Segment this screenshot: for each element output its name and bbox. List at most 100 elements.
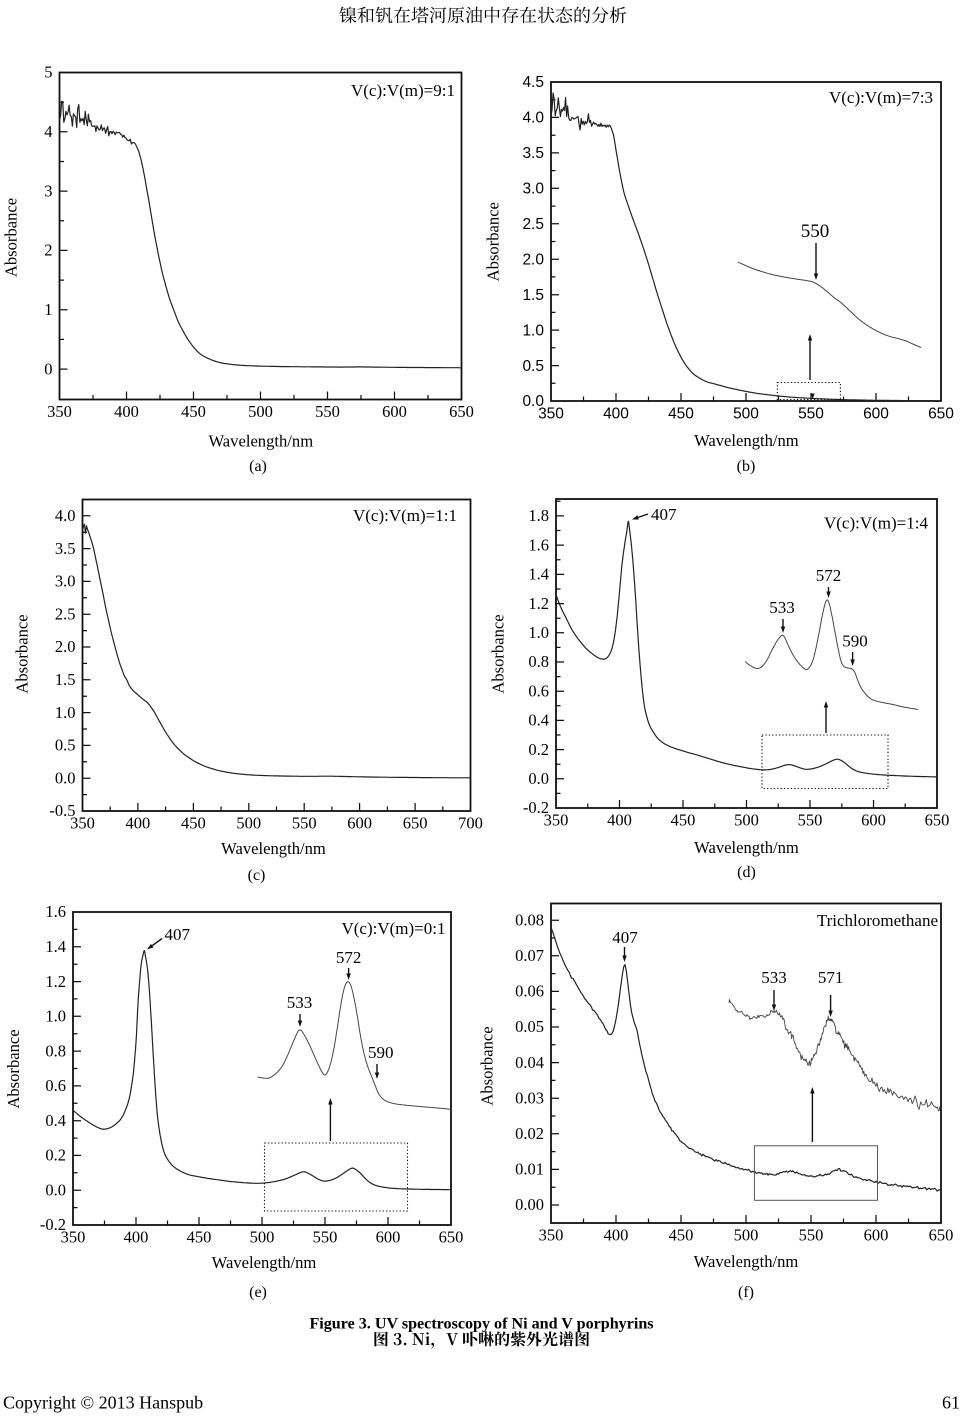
svg-text:Absorbance: Absorbance [478, 1026, 497, 1105]
svg-text:550: 550 [292, 814, 317, 833]
svg-text:3.0: 3.0 [522, 181, 544, 198]
svg-text:1.2: 1.2 [528, 594, 549, 613]
svg-text:1.2: 1.2 [45, 972, 66, 991]
svg-text:1.0: 1.0 [45, 1007, 66, 1026]
svg-text:450: 450 [187, 1228, 212, 1247]
svg-text:450: 450 [181, 814, 206, 833]
svg-text:V(c):V(m)=1:4: V(c):V(m)=1:4 [824, 514, 929, 533]
svg-text:650: 650 [403, 814, 428, 833]
svg-text:407: 407 [165, 925, 191, 944]
svg-text:3.0: 3.0 [55, 572, 76, 591]
svg-text:2.5: 2.5 [522, 216, 544, 233]
svg-text:Wavelength/nm: Wavelength/nm [694, 838, 799, 857]
svg-text:V(c):V(m)=7:3: V(c):V(m)=7:3 [829, 88, 933, 107]
svg-text:650: 650 [929, 1226, 954, 1245]
svg-text:1.0: 1.0 [528, 623, 549, 642]
svg-text:500: 500 [734, 1226, 759, 1245]
svg-text:450: 450 [181, 402, 206, 421]
svg-text:0: 0 [44, 359, 52, 378]
svg-text:400: 400 [124, 1228, 149, 1247]
svg-text:1.6: 1.6 [528, 535, 549, 554]
svg-text:0.03: 0.03 [515, 1088, 544, 1107]
svg-text:0.6: 0.6 [528, 681, 549, 700]
svg-text:1.6: 1.6 [45, 902, 66, 921]
svg-text:550: 550 [801, 221, 830, 242]
svg-text:1.5: 1.5 [55, 670, 76, 689]
svg-text:400: 400 [603, 406, 629, 423]
svg-text:Copyright © 2013 Hanspub: Copyright © 2013 Hanspub [3, 1393, 203, 1413]
svg-text:-0.5: -0.5 [49, 801, 75, 820]
svg-text:533: 533 [287, 993, 313, 1012]
svg-text:Absorbance: Absorbance [2, 198, 21, 277]
svg-text:533: 533 [769, 598, 795, 617]
svg-text:(a): (a) [249, 458, 267, 475]
svg-text:1.4: 1.4 [528, 565, 549, 584]
svg-text:0.2: 0.2 [45, 1146, 66, 1165]
svg-text:(c): (c) [248, 867, 266, 884]
svg-text:-0.2: -0.2 [523, 798, 549, 817]
svg-text:500: 500 [236, 814, 261, 833]
svg-text:550: 550 [315, 402, 340, 421]
svg-text:0.0: 0.0 [528, 769, 549, 788]
svg-text:571: 571 [818, 968, 844, 987]
svg-text:400: 400 [114, 402, 139, 421]
svg-text:0.8: 0.8 [45, 1041, 66, 1060]
svg-text:Absorbance: Absorbance [4, 1029, 23, 1108]
svg-text:1.5: 1.5 [522, 287, 544, 304]
svg-text:350: 350 [47, 402, 72, 421]
svg-text:0.01: 0.01 [515, 1160, 544, 1179]
svg-text:0.4: 0.4 [528, 711, 549, 730]
svg-text:600: 600 [382, 402, 407, 421]
svg-text:550: 550 [798, 811, 823, 830]
svg-text:0.05: 0.05 [515, 1017, 544, 1036]
svg-text:2.0: 2.0 [55, 637, 76, 656]
svg-text:0.0: 0.0 [45, 1180, 66, 1199]
svg-text:Absorbance: Absorbance [13, 614, 32, 693]
svg-text:(f): (f) [738, 1284, 754, 1301]
svg-text:4.5: 4.5 [522, 74, 544, 91]
svg-text:V(c):V(m)=9:1: V(c):V(m)=9:1 [351, 81, 455, 100]
svg-text:0.5: 0.5 [55, 736, 76, 755]
svg-text:2: 2 [44, 241, 52, 260]
svg-text:650: 650 [925, 811, 950, 830]
svg-text:2.0: 2.0 [522, 251, 544, 268]
svg-text:550: 550 [799, 1226, 824, 1245]
svg-text:-0.2: -0.2 [40, 1215, 66, 1234]
svg-text:650: 650 [449, 402, 474, 421]
svg-text:550: 550 [313, 1228, 338, 1247]
svg-text:0.8: 0.8 [528, 652, 549, 671]
svg-text:0.02: 0.02 [515, 1124, 544, 1143]
svg-text:1: 1 [44, 300, 52, 319]
svg-text:572: 572 [336, 948, 362, 967]
svg-text:3.5: 3.5 [522, 145, 544, 162]
svg-text:450: 450 [668, 406, 694, 423]
svg-text:Wavelength/nm: Wavelength/nm [212, 1253, 317, 1272]
svg-text:600: 600 [347, 814, 372, 833]
svg-text:0.07: 0.07 [515, 946, 544, 965]
svg-text:V(c):V(m)=1:1: V(c):V(m)=1:1 [353, 506, 457, 525]
svg-text:0.06: 0.06 [515, 982, 544, 1001]
svg-text:407: 407 [612, 928, 638, 947]
svg-text:350: 350 [538, 406, 564, 423]
svg-text:4: 4 [44, 122, 52, 141]
svg-text:500: 500 [248, 402, 273, 421]
svg-text:3: 3 [44, 181, 52, 200]
svg-text:600: 600 [864, 1226, 889, 1245]
svg-text:407: 407 [651, 505, 677, 524]
svg-text:3.5: 3.5 [55, 539, 76, 558]
svg-text:Wavelength/nm: Wavelength/nm [208, 432, 313, 451]
svg-text:590: 590 [842, 632, 868, 651]
svg-text:0.2: 0.2 [528, 740, 549, 759]
svg-text:650: 650 [928, 406, 954, 423]
svg-text:1.0: 1.0 [55, 703, 76, 722]
svg-text:700: 700 [458, 814, 483, 833]
svg-text:0.5: 0.5 [522, 358, 544, 375]
svg-text:550: 550 [798, 406, 824, 423]
svg-text:350: 350 [70, 814, 95, 833]
svg-text:61: 61 [942, 1393, 960, 1413]
svg-text:2.5: 2.5 [55, 604, 76, 623]
svg-text:0.08: 0.08 [515, 910, 544, 929]
svg-text:350: 350 [61, 1228, 86, 1247]
svg-text:450: 450 [669, 1226, 694, 1245]
svg-text:0.04: 0.04 [515, 1053, 544, 1072]
